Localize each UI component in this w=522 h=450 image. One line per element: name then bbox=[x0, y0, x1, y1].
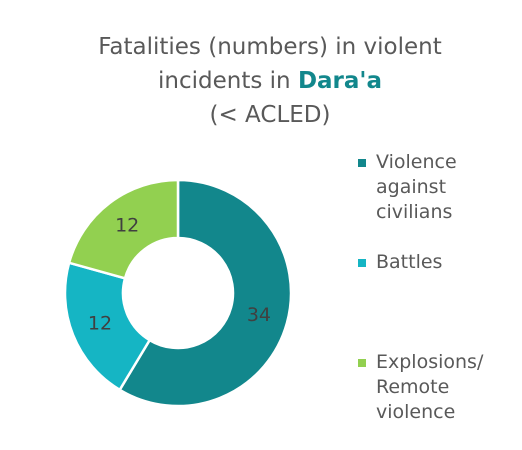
donut-segment bbox=[118, 178, 293, 408]
data-label: 34 bbox=[247, 304, 271, 326]
data-label: 12 bbox=[115, 215, 139, 237]
legend-item: Violence against civilians bbox=[356, 150, 522, 225]
donut-segment bbox=[63, 261, 152, 392]
title-highlight: Dara'a bbox=[297, 68, 382, 94]
legend-swatch bbox=[358, 259, 366, 267]
data-label: 12 bbox=[88, 313, 112, 335]
legend-label: Battles bbox=[376, 251, 443, 273]
legend-item: Battles bbox=[356, 250, 522, 275]
legend-label: Violence against civilians bbox=[376, 151, 457, 223]
donut-segment bbox=[67, 178, 180, 280]
subtitle: (< ACLED) bbox=[209, 102, 331, 128]
legend-item: Explosions/ Remote violence bbox=[356, 350, 522, 425]
legend-swatch bbox=[358, 359, 366, 367]
chart-title: Fatalities (numbers) in violent incident… bbox=[60, 30, 480, 132]
legend-swatch bbox=[358, 159, 366, 167]
legend-label: Explosions/ Remote violence bbox=[376, 351, 484, 423]
title: Fatalities (numbers) in violent incident… bbox=[98, 34, 442, 94]
